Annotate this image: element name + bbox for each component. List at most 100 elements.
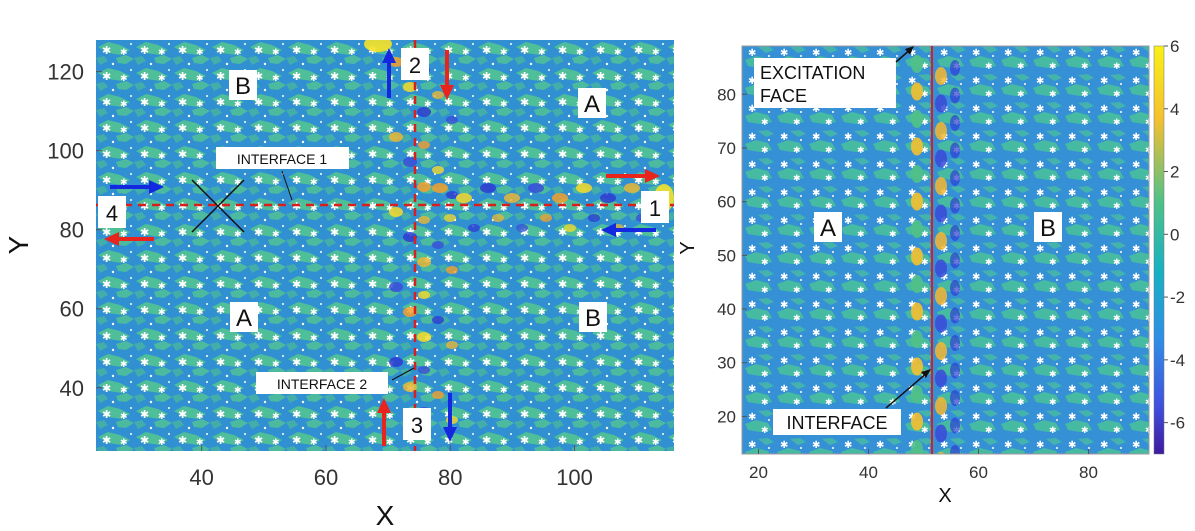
- field-spot: [935, 232, 947, 250]
- arrow-port2-out-blue: [382, 48, 396, 98]
- port-4-label: 4: [106, 201, 118, 226]
- field-spot: [950, 417, 960, 434]
- field-spot: [950, 197, 960, 214]
- arrow-port2-in-red: [440, 50, 454, 100]
- field-spot: [403, 157, 417, 167]
- arrow-port4-out-red: [104, 232, 154, 246]
- arrow-port4-in-blue: [110, 180, 164, 194]
- field-spot: [403, 82, 417, 92]
- field-spot: [432, 183, 448, 193]
- field-spot: [432, 166, 444, 174]
- left-y-ticks: 40 60 80 100 120: [47, 60, 102, 401]
- right-y-tick-label: 40: [717, 300, 736, 319]
- right-region-labels: A B: [814, 212, 1062, 242]
- interface-1-annotation: INTERFACE 1: [237, 151, 327, 167]
- field-spot: [588, 214, 600, 222]
- interface-2-annotation: INTERFACE 2: [277, 376, 367, 392]
- field-spot: [432, 391, 444, 399]
- region-label-a-top: A: [584, 91, 600, 118]
- left-region-labels: B A A B: [229, 70, 607, 332]
- field-spot: [911, 357, 923, 376]
- right-x-tick-label: 20: [749, 463, 768, 482]
- region-label-a-bottom: A: [236, 305, 252, 332]
- field-spot: [417, 182, 431, 192]
- arrow-port1-out-red: [606, 169, 660, 183]
- right-y-axis-label: Y: [677, 241, 699, 254]
- field-spot: [432, 241, 444, 249]
- field-spot: [480, 183, 496, 193]
- field-spot: [528, 183, 544, 193]
- field-spot: [540, 214, 552, 222]
- field-spot: [937, 452, 945, 454]
- field-spot: [516, 224, 528, 232]
- field-spot: [950, 390, 960, 406]
- arrow-port3-out-blue: [443, 393, 457, 442]
- arrows: [104, 48, 660, 446]
- field-spot: [935, 177, 947, 195]
- field-spot: [911, 192, 923, 211]
- field-spot: [911, 110, 923, 128]
- field-spot: [418, 216, 430, 224]
- field-spot: [950, 307, 960, 324]
- colorbar-tick-label: -4: [1170, 351, 1185, 370]
- field-spot: [935, 369, 947, 388]
- right-y-ticks: 20 30 40 50 60 70 80: [717, 85, 747, 426]
- field-spot: [456, 193, 472, 203]
- right-x-ticks: 20 40 60 80: [749, 449, 1098, 482]
- right-y-tick-label: 80: [717, 85, 736, 104]
- field-spot: [935, 259, 947, 278]
- field-spot: [950, 170, 960, 186]
- right-plot-area: [741, 45, 1150, 455]
- arrow-port3-in-red: [377, 398, 391, 446]
- left-y-tick-label: 120: [47, 60, 84, 85]
- excitation-face-line2: FACE: [760, 86, 807, 106]
- field-spot: [418, 366, 430, 374]
- field-spot: [446, 341, 458, 349]
- right-x-axis-label: X: [938, 485, 951, 507]
- field-spot: [935, 122, 947, 140]
- field-spot: [950, 142, 960, 159]
- field-spot: [911, 165, 923, 183]
- field-spot: [600, 193, 616, 203]
- colorbar-tick-label: 0: [1170, 225, 1179, 244]
- field-spot: [389, 282, 403, 292]
- field-spot: [950, 335, 960, 351]
- field-spot: [950, 362, 960, 379]
- colorbar-tick-label: -2: [1170, 288, 1185, 307]
- arrow-port1-in-blue: [601, 223, 656, 237]
- field-spot: [403, 382, 417, 392]
- left-x-tick-label: 100: [556, 465, 593, 490]
- field-spot: [403, 232, 417, 242]
- field-spot: [911, 330, 923, 348]
- field-spot: [389, 132, 403, 142]
- right-annotations: EXCITATION FACE INTERFACE: [754, 46, 931, 435]
- field-spot: [911, 385, 923, 403]
- field-spot: [911, 302, 923, 321]
- field-spot: [911, 440, 923, 454]
- field-spot: [911, 220, 923, 238]
- region-label-b-bottom: B: [585, 305, 601, 332]
- field-spot: [911, 275, 923, 293]
- left-x-axis-label: X: [376, 500, 395, 531]
- left-x-ticks: 40 60 80 100: [189, 445, 593, 490]
- right-hot-spots: [911, 55, 960, 454]
- colorbar-tick-label: -6: [1170, 414, 1185, 433]
- left-y-tick-label: 60: [60, 297, 84, 322]
- field-spot: [935, 342, 947, 360]
- field-spot: [417, 257, 431, 267]
- field-spot: [950, 225, 960, 241]
- right-y-tick-label: 30: [717, 354, 736, 373]
- field-spot: [418, 291, 430, 299]
- excitation-face-line1: EXCITATION: [760, 63, 865, 83]
- field-spot: [935, 424, 947, 443]
- right-x-tick-label: 40: [859, 463, 878, 482]
- field-spot: [935, 149, 947, 168]
- field-spot: [417, 332, 431, 342]
- colorbar-tick-label: 4: [1170, 100, 1179, 119]
- right-x-tick-label: 60: [969, 463, 988, 482]
- field-spot: [911, 247, 923, 266]
- field-spot: [468, 224, 480, 232]
- field-spot: [624, 183, 640, 193]
- field-spot: [935, 397, 947, 415]
